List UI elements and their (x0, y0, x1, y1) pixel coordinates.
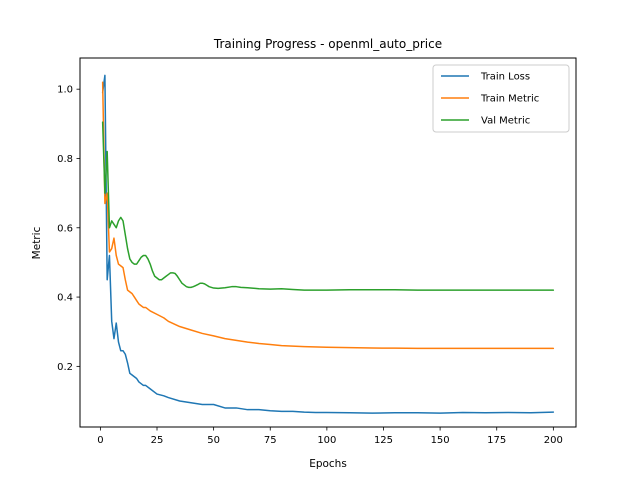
series-line-0 (101, 74, 555, 414)
y-axis-title: Metric (31, 226, 43, 259)
series-line-2 (101, 121, 555, 291)
x-tick-label: 50 (207, 435, 220, 446)
legend: Train Loss Train Metric Val Metric (432, 64, 570, 133)
x-tick-label: 100 (317, 435, 336, 446)
y-tick-label: 1.0 (57, 85, 73, 96)
x-axis: 0 25 50 75 100 125 150 175 200 (97, 427, 563, 446)
plot-area (101, 74, 555, 414)
legend-box (432, 64, 570, 133)
legend-label: Train Loss (480, 72, 530, 83)
y-tick-label: 0.8 (57, 154, 73, 165)
legend-label: Train Metric (480, 94, 539, 105)
y-tick-label: 0.4 (57, 293, 73, 304)
plot-frame (79, 57, 577, 428)
x-tick-label: 75 (264, 435, 277, 446)
series-line-1 (101, 81, 555, 350)
x-tick-label: 175 (487, 435, 506, 446)
y-axis: 0.2 0.4 0.6 0.8 1.0 (57, 85, 80, 373)
x-tick-label: 25 (151, 435, 164, 446)
x-tick-label: 150 (431, 435, 450, 446)
x-tick-label: 0 (97, 435, 103, 446)
x-tick-label: 200 (544, 435, 563, 446)
x-tick-label: 125 (374, 435, 393, 446)
legend-label: Val Metric (481, 116, 530, 127)
chart-title: Training Progress - openml_auto_price (213, 37, 442, 51)
y-tick-label: 0.6 (57, 223, 73, 234)
x-axis-title: Epochs (309, 458, 347, 470)
y-tick-label: 0.2 (57, 362, 73, 373)
